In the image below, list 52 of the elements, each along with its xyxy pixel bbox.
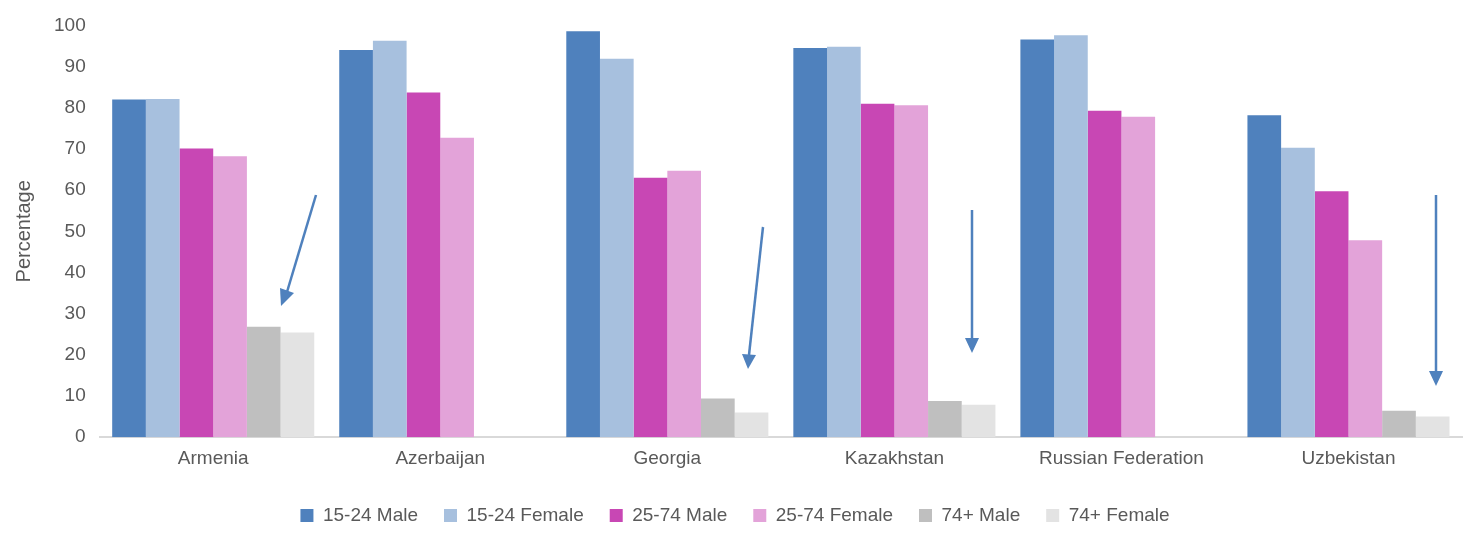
x-tick-label: Uzbekistan <box>1301 446 1396 468</box>
x-tick-label: Azerbaijan <box>395 446 486 468</box>
bar <box>246 326 281 438</box>
bar <box>1020 39 1055 438</box>
legend-label: 74+ Female <box>1068 503 1170 525</box>
legend-label: 74+ Male <box>941 503 1021 525</box>
x-tick-label: Armenia <box>177 446 250 468</box>
bar <box>860 103 895 438</box>
bar <box>112 99 146 438</box>
bar <box>793 48 828 438</box>
bar <box>667 170 701 438</box>
bar <box>1121 116 1156 438</box>
bar <box>1348 240 1383 438</box>
bar <box>633 177 668 438</box>
y-axis-title: Percentage <box>11 180 34 283</box>
y-tick-label: 100 <box>54 13 86 35</box>
bar <box>179 148 214 438</box>
bar <box>372 40 407 438</box>
y-tick-label: 90 <box>64 54 86 76</box>
y-tick-label: 80 <box>64 95 86 117</box>
bar <box>1382 410 1416 438</box>
bar <box>440 137 474 438</box>
y-tick-label: 30 <box>64 301 86 323</box>
bar <box>1281 147 1315 438</box>
y-tick-label: 70 <box>64 137 86 159</box>
bar <box>1054 35 1088 438</box>
x-tick-label: Kazakhstan <box>844 446 945 468</box>
bar <box>213 156 247 438</box>
bar <box>701 398 735 438</box>
y-tick-label: 20 <box>64 343 86 365</box>
x-tick-label: Russian Federation <box>1039 446 1204 468</box>
y-tick-label: 0 <box>75 425 86 447</box>
y-tick-label: 40 <box>64 260 86 282</box>
x-tick-label: Georgia <box>633 446 702 468</box>
bar <box>406 92 441 438</box>
legend-label: 15-24 Male <box>322 503 418 525</box>
bar <box>1247 115 1282 438</box>
y-tick-label: 50 <box>64 219 86 241</box>
bar <box>566 31 600 438</box>
y-tick-label: 10 <box>64 384 86 406</box>
bar <box>894 105 929 438</box>
y-tick-label: 60 <box>64 178 86 200</box>
bar <box>1087 110 1122 438</box>
bar <box>928 400 962 438</box>
bar <box>599 58 634 438</box>
legend-label: 25-74 Male <box>632 503 728 525</box>
bar <box>145 99 180 438</box>
legend-label: 25-74 Female <box>775 503 894 525</box>
bar <box>339 50 373 438</box>
bar <box>1314 191 1349 438</box>
bar <box>827 46 861 438</box>
legend-label: 15-24 Female <box>466 503 584 525</box>
